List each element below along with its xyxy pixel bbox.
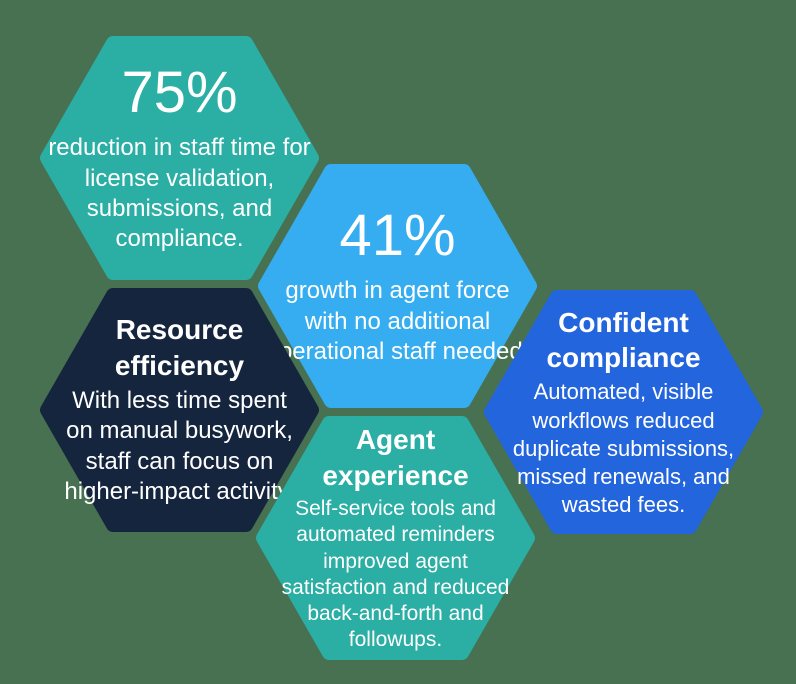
hexagon-shape-icon [258, 164, 537, 408]
hexagon-content: Confident compliance Automated, visible … [483, 290, 764, 534]
hexagon-agent-experience: Agent experience Self-service tools and … [255, 416, 536, 660]
hexagon-resource-efficiency: Resource efficiency With less time spent… [39, 288, 320, 532]
hexagon-staff-time-reduction: 75% reduction in staff time for license … [39, 36, 320, 280]
hexagon-agent-force-growth: 41% growth in agent force with no additi… [257, 164, 538, 408]
stat-value: 75% [121, 60, 238, 126]
hexagon-description: Self-service tools and automated reminde… [281, 497, 510, 652]
hexagon-polygon [256, 416, 535, 660]
hexagon-content: 75% reduction in staff time for license … [39, 36, 320, 280]
hexagon-shape-icon [256, 416, 535, 660]
hexagon-confident-compliance: Confident compliance Automated, visible … [483, 290, 764, 534]
hexagon-description: Automated, visible workflows reduced dup… [512, 379, 735, 517]
hexagon-shape-icon [40, 288, 319, 532]
stat-value: 41% [339, 203, 456, 269]
hexagon-title: Resource efficiency [114, 314, 245, 381]
hexagon-content: Resource efficiency With less time spent… [39, 288, 320, 532]
hexagon-content: 41% growth in agent force with no additi… [257, 164, 538, 408]
hexagon-content: Agent experience Self-service tools and … [255, 416, 536, 660]
stat-description: growth in agent force with no additional… [265, 277, 530, 366]
hexagon-polygon [484, 290, 763, 534]
stat-description: reduction in staff time for license vali… [48, 134, 311, 253]
hexagon-shape-icon [40, 36, 319, 280]
hexagon-title: Confident compliance [546, 306, 701, 374]
hexagon-shape-icon [484, 290, 763, 534]
hexagon-polygon [40, 288, 319, 532]
hexagon-polygon [258, 164, 537, 408]
hexagon-polygon [40, 36, 319, 280]
hexagon-title: Agent experience [322, 424, 469, 491]
hexagon-description: With less time spent on manual busywork,… [64, 386, 295, 506]
